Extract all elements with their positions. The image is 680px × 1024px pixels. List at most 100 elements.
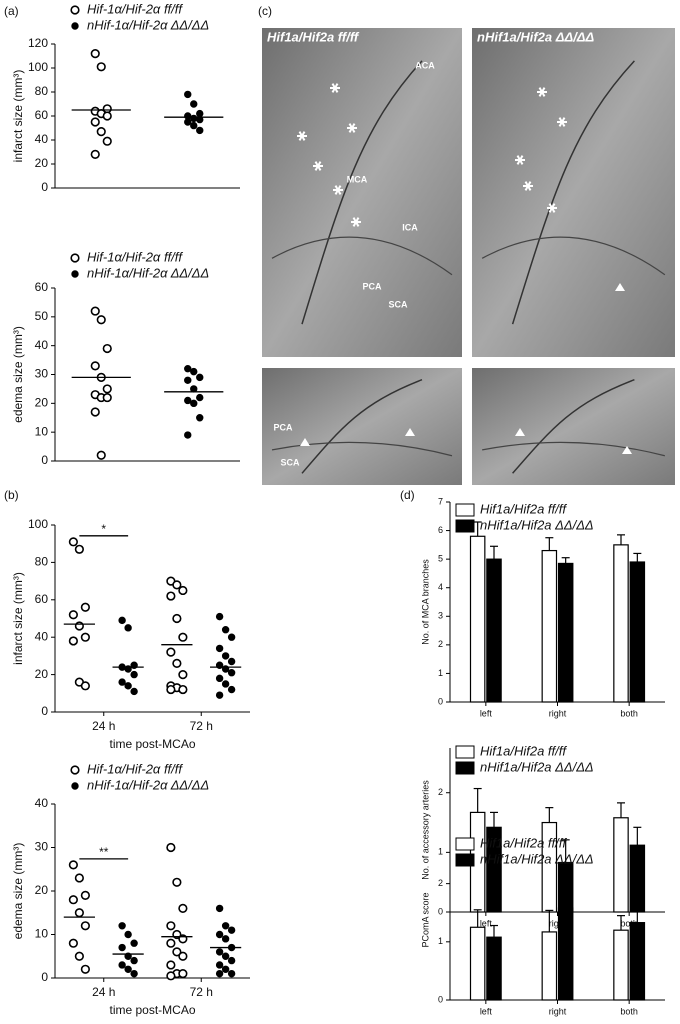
- vessel: [271, 236, 453, 276]
- y-tick-label: 0: [41, 453, 48, 467]
- y-tick-label: 20: [35, 396, 49, 410]
- dot: [80, 632, 90, 642]
- dot: [68, 610, 78, 620]
- legend-label: nHif-1α/Hif-2α ΔΔ/ΔΔ: [87, 777, 209, 792]
- dot: [90, 149, 100, 159]
- bar: [557, 907, 574, 1001]
- dot: [215, 961, 224, 969]
- photo: [472, 28, 675, 357]
- dot: [124, 682, 132, 690]
- photo-title: nHif1a/Hif2a ΔΔ/ΔΔ: [477, 29, 595, 44]
- dot: [118, 616, 126, 625]
- dot: [124, 624, 132, 632]
- legend-label: nHif1a/Hif2a ΔΔ/ΔΔ: [480, 517, 594, 532]
- dot: [130, 687, 138, 696]
- bar: [557, 562, 574, 703]
- y-tick-label: 1: [438, 847, 443, 857]
- y-axis-label: edema size (mm³): [11, 326, 25, 423]
- legend-swatch: [455, 853, 475, 867]
- dot: [90, 117, 100, 127]
- bar: [629, 922, 646, 1001]
- x-tick-label: 24 h: [92, 985, 115, 999]
- dot: [221, 652, 230, 660]
- dot: [227, 657, 236, 666]
- y-tick-label: 7: [438, 496, 443, 506]
- y-tick-label: 80: [35, 84, 49, 98]
- dot: [190, 114, 198, 123]
- bar: [629, 844, 646, 913]
- legend-label: Hif1a/Hif2a ff/ff: [480, 501, 567, 516]
- asterisk: [314, 161, 322, 171]
- dot: [227, 685, 236, 694]
- dot: [166, 684, 176, 695]
- dot: [221, 680, 230, 688]
- y-tick-label: 1: [438, 668, 443, 678]
- dot: [102, 136, 112, 146]
- bar: [469, 535, 486, 703]
- y-tick-label: 2: [438, 787, 443, 797]
- x-tick-label: both: [620, 708, 638, 718]
- dot: [184, 118, 192, 126]
- y-tick-label: 20: [35, 667, 49, 681]
- legend-label: Hif-1α/Hif-2α ff/ff: [87, 249, 183, 264]
- dot: [172, 658, 182, 668]
- bar: [613, 817, 629, 913]
- dot: [172, 613, 182, 624]
- dot: [215, 904, 224, 913]
- vessel: [271, 441, 453, 457]
- arrowhead: [515, 428, 525, 436]
- dot: [227, 956, 236, 965]
- asterisk: [298, 131, 306, 141]
- x-tick-label: right: [549, 918, 567, 928]
- dot: [227, 969, 236, 978]
- bar: [469, 926, 486, 1001]
- dot: [215, 691, 224, 699]
- y-tick-label: 10: [35, 424, 49, 438]
- x-tick-label: right: [549, 1006, 567, 1016]
- legend-marker: [70, 253, 80, 263]
- dot: [190, 399, 198, 408]
- y-tick-label: 100: [28, 60, 48, 74]
- y-tick-label: 0: [438, 994, 443, 1004]
- dot: [221, 922, 230, 930]
- dot: [102, 343, 112, 354]
- dot: [130, 670, 138, 679]
- dot: [196, 126, 204, 135]
- dot: [215, 644, 224, 653]
- asterisk: [524, 181, 532, 191]
- y-tick-label: 6: [438, 525, 443, 535]
- y-axis-label: edema size (mm³): [11, 843, 25, 940]
- y-axis-label: No. of accessory arteries: [420, 780, 430, 880]
- dot: [90, 407, 100, 417]
- y-tick-label: 1: [438, 936, 443, 946]
- bar: [486, 558, 502, 703]
- dot: [96, 315, 106, 325]
- y-axis-label: PComA score: [420, 892, 430, 947]
- dot: [130, 969, 138, 978]
- dot: [196, 109, 204, 118]
- vessel: [511, 60, 635, 325]
- arrowhead: [615, 283, 625, 291]
- panel-label: (a): [4, 4, 19, 18]
- dot: [118, 922, 126, 930]
- dot: [178, 969, 188, 979]
- photo-label: SCA: [388, 299, 408, 309]
- vessel: [481, 236, 666, 276]
- vessel: [512, 378, 635, 474]
- dot: [166, 960, 176, 970]
- dot: [68, 636, 78, 646]
- legend-marker: [70, 5, 80, 15]
- y-tick-label: 4: [438, 582, 443, 592]
- x-axis-label: time post-MCAo: [109, 737, 195, 751]
- y-tick-label: 100: [28, 517, 48, 531]
- dot: [190, 100, 198, 108]
- y-tick-label: 2: [438, 878, 443, 888]
- y-tick-label: 10: [35, 927, 49, 941]
- photo-label: PCA: [273, 422, 293, 432]
- dot: [74, 908, 84, 918]
- photo-title: Hif1a/Hif2a ff/ff: [267, 29, 360, 44]
- asterisk: [331, 83, 339, 93]
- y-tick-label: 0: [438, 906, 443, 916]
- y-tick-label: 60: [35, 108, 49, 122]
